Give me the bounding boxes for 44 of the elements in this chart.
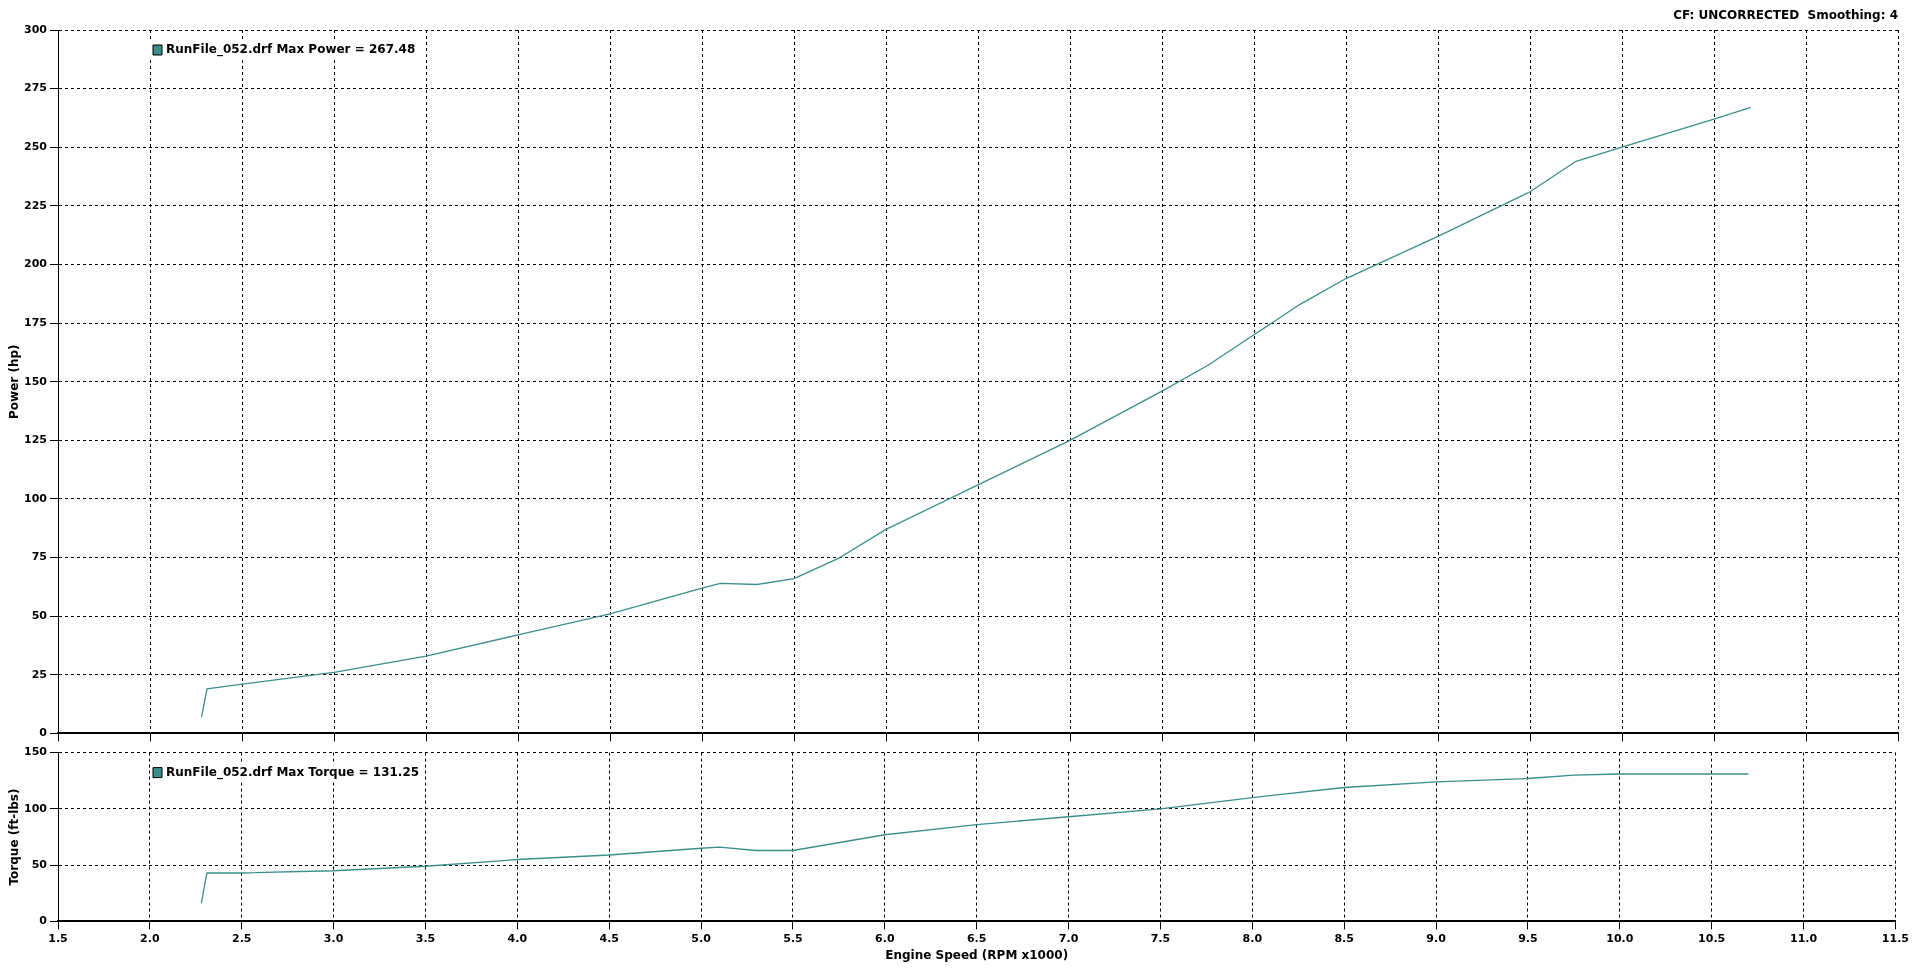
x-tick-label: 6.5 bbox=[966, 931, 987, 945]
x-tick-label: 7.0 bbox=[1058, 931, 1079, 945]
x-tick-label: 4.0 bbox=[507, 931, 528, 945]
x-tick-label: 8.0 bbox=[1242, 931, 1263, 945]
x-tick-label: 5.5 bbox=[783, 931, 803, 945]
x-tick-label: 7.5 bbox=[1150, 931, 1171, 945]
y-tick-label: 150 bbox=[24, 374, 48, 388]
y-tick-label: 150 bbox=[24, 745, 48, 759]
x-tick-label: 2.5 bbox=[231, 931, 252, 945]
text: CF: UNCORRECTED Smoothing: 4 bbox=[1673, 8, 1898, 23]
y-tick-label: 50 bbox=[31, 857, 48, 871]
x-tick-label: 10.5 bbox=[1698, 931, 1726, 945]
y-axis-title: Torque (ft-lbs) bbox=[7, 788, 22, 886]
y-tick-label: 75 bbox=[31, 550, 47, 564]
y-tick-label: 100 bbox=[24, 491, 48, 505]
x-tick-label: 6.0 bbox=[875, 931, 895, 945]
x-tick-label: 4.5 bbox=[599, 931, 619, 945]
x-tick-label: 3.5 bbox=[415, 931, 436, 945]
y-tick-label: 100 bbox=[24, 801, 48, 815]
x-tick-label: 11.5 bbox=[1881, 931, 1909, 945]
x-tick-label: 10.0 bbox=[1606, 931, 1634, 945]
y-tick-label: 275 bbox=[24, 81, 47, 95]
y-axis-title: Power (hp) bbox=[7, 344, 22, 419]
x-tick-label: 1.5 bbox=[48, 931, 68, 945]
x-tick-label: 11.0 bbox=[1789, 931, 1818, 945]
y-tick-label: 50 bbox=[31, 609, 48, 623]
y-tick-label: 250 bbox=[24, 140, 48, 154]
y-tick-label: 25 bbox=[31, 667, 47, 681]
y-tick-label: 125 bbox=[24, 433, 47, 447]
x-tick-label: 5.0 bbox=[691, 931, 712, 945]
y-tick-label: 300 bbox=[24, 22, 48, 36]
x-tick-label: 8.5 bbox=[1334, 931, 1354, 945]
legend-label: RunFile_052.drf Max Power = 267.48 bbox=[166, 42, 416, 58]
y-tick-label: 225 bbox=[24, 198, 47, 212]
x-tick-label: 9.5 bbox=[1518, 931, 1538, 945]
y-tick-label: 0 bbox=[39, 726, 48, 740]
legend-label: RunFile_052.drf Max Torque = 131.25 bbox=[166, 764, 420, 780]
y-tick-label: 200 bbox=[24, 257, 48, 271]
y-tick-label: 175 bbox=[24, 315, 47, 329]
x-tick-label: 3.0 bbox=[323, 931, 344, 945]
x-tick-label: 2.0 bbox=[140, 931, 160, 945]
y-tick-label: 0 bbox=[39, 914, 48, 928]
x-tick-label: 9.0 bbox=[1426, 931, 1447, 945]
x-axis-title: Engine Speed (RPM x1000) bbox=[885, 947, 1069, 962]
